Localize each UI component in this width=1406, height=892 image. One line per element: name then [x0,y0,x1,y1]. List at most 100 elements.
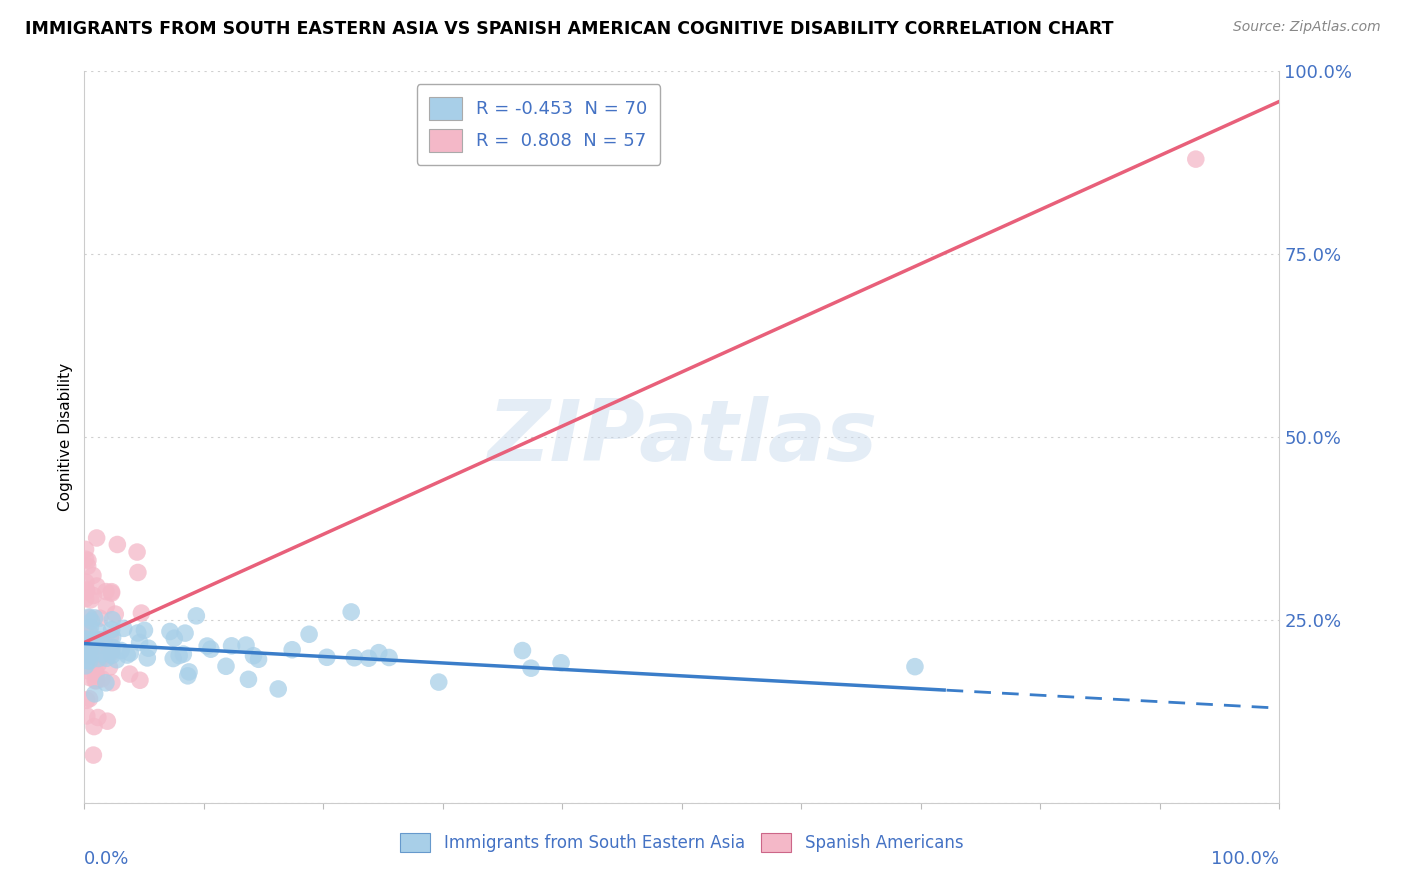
Point [75,575,97,590]
Point [115,648,138,662]
Point [101,675,124,690]
Point [87,710,110,724]
Point [75,552,97,566]
Point [87,624,110,639]
Point [83,589,105,603]
Point [76,559,98,574]
Point [128,635,150,649]
Point [79,654,101,668]
Point [267,681,290,696]
Point [86,654,108,668]
Point [118,667,141,681]
Point [84,665,107,679]
Point [904,659,927,673]
Point [80,651,103,665]
Point [84,673,107,688]
Point [100,643,122,657]
Point [79,644,101,658]
Point [200,642,222,657]
Point [76,664,98,678]
Point [172,647,194,661]
Point [75,583,97,598]
Point [100,584,122,599]
Point [101,648,124,663]
Point [75,653,97,667]
Point [79,626,101,640]
Point [87,651,110,665]
Point [129,673,152,688]
Point [79,620,101,634]
Point [94,584,117,599]
Point [86,633,108,648]
Point [94,675,117,690]
Point [83,720,105,734]
Point [93,636,115,650]
Point [98,660,121,674]
Point [77,610,100,624]
Point [247,652,270,666]
Point [101,613,124,627]
Point [75,582,97,597]
Point [87,657,110,671]
Point [163,631,186,645]
Point [512,643,534,657]
Point [1185,152,1208,166]
Point [550,656,572,670]
Point [100,623,122,637]
Point [75,632,97,647]
Point [79,640,101,654]
Point [221,639,243,653]
Point [134,624,156,638]
Point [96,714,118,728]
Point [79,611,101,625]
Point [427,675,450,690]
Point [127,545,149,559]
Text: IMMIGRANTS FROM SOUTH EASTERN ASIA VS SPANISH AMERICAN COGNITIVE DISABILITY CORR: IMMIGRANTS FROM SOUTH EASTERN ASIA VS SP… [25,20,1114,37]
Point [315,650,337,665]
Point [77,553,100,567]
Point [86,668,108,682]
Point [238,673,260,687]
Y-axis label: Cognitive Disability: Cognitive Disability [58,363,73,511]
Point [82,748,104,763]
Point [281,642,304,657]
Point [177,669,200,683]
Point [162,651,184,665]
Text: Source: ZipAtlas.com: Source: ZipAtlas.com [1233,20,1381,34]
Point [110,643,132,657]
Point [86,579,108,593]
Legend: Immigrants from South Eastern Asia, Spanish Americans: Immigrants from South Eastern Asia, Span… [392,824,972,860]
Point [80,593,103,607]
Point [136,651,159,665]
Point [79,670,101,684]
Point [120,646,142,660]
Point [242,648,264,663]
Point [174,626,197,640]
Point [84,632,107,647]
Point [86,531,108,545]
Point [77,648,100,662]
Point [83,611,105,625]
Point [96,599,118,613]
Text: 0.0%: 0.0% [84,850,129,868]
Point [235,638,257,652]
Point [75,591,97,606]
Point [138,641,160,656]
Point [215,659,238,673]
Point [100,586,122,600]
Point [83,687,105,701]
Point [105,653,128,667]
Point [186,608,208,623]
Point [520,661,543,675]
Point [75,658,97,673]
Point [91,650,114,665]
Point [80,637,103,651]
Point [195,639,218,653]
Point [159,624,181,639]
Point [79,637,101,651]
Point [75,542,97,557]
Point [101,640,124,655]
Point [86,648,108,663]
Point [112,621,135,635]
Point [86,673,108,688]
